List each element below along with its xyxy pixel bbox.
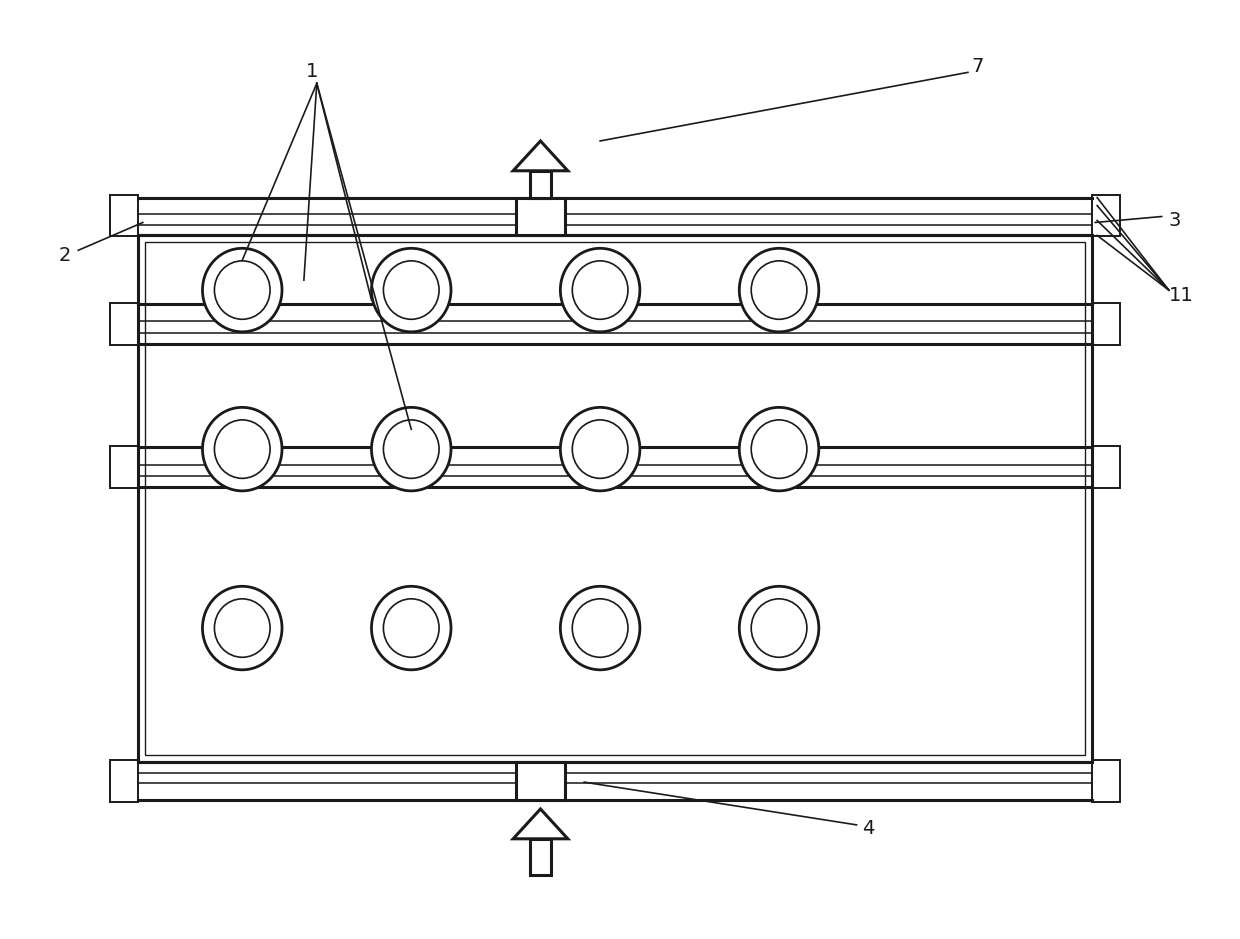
Bar [110, 194, 138, 237]
Ellipse shape [739, 586, 818, 670]
Bar [516, 762, 565, 800]
Bar [516, 197, 565, 236]
Ellipse shape [383, 420, 439, 478]
Ellipse shape [560, 408, 640, 491]
Bar [1092, 194, 1120, 237]
Ellipse shape [215, 599, 270, 657]
Text: 7: 7 [972, 57, 985, 76]
Bar [529, 839, 552, 874]
Ellipse shape [372, 586, 451, 670]
Bar [110, 303, 138, 345]
Bar [110, 446, 138, 488]
Bar [1092, 761, 1120, 802]
Ellipse shape [202, 248, 281, 331]
Bar [529, 171, 552, 197]
Ellipse shape [573, 599, 627, 657]
Bar [1092, 303, 1120, 345]
Ellipse shape [372, 248, 451, 331]
Ellipse shape [751, 261, 807, 319]
Ellipse shape [573, 420, 627, 478]
Polygon shape [513, 809, 568, 839]
Ellipse shape [383, 599, 439, 657]
Bar [110, 761, 138, 802]
Bar [1092, 446, 1120, 488]
Ellipse shape [560, 586, 640, 670]
Text: 1: 1 [305, 62, 317, 81]
Polygon shape [513, 141, 568, 171]
Text: 11: 11 [1169, 285, 1194, 304]
Ellipse shape [751, 420, 807, 478]
Ellipse shape [573, 261, 627, 319]
Ellipse shape [751, 599, 807, 657]
Ellipse shape [739, 248, 818, 331]
Text: 2: 2 [60, 246, 72, 265]
Ellipse shape [202, 408, 281, 491]
Ellipse shape [739, 408, 818, 491]
Bar [138, 236, 1092, 762]
Ellipse shape [202, 586, 281, 670]
Ellipse shape [215, 261, 270, 319]
Ellipse shape [560, 248, 640, 331]
Ellipse shape [372, 408, 451, 491]
Text: 4: 4 [862, 820, 874, 839]
Ellipse shape [383, 261, 439, 319]
Ellipse shape [215, 420, 270, 478]
Text: 3: 3 [1168, 211, 1180, 230]
Bar [145, 242, 1085, 755]
